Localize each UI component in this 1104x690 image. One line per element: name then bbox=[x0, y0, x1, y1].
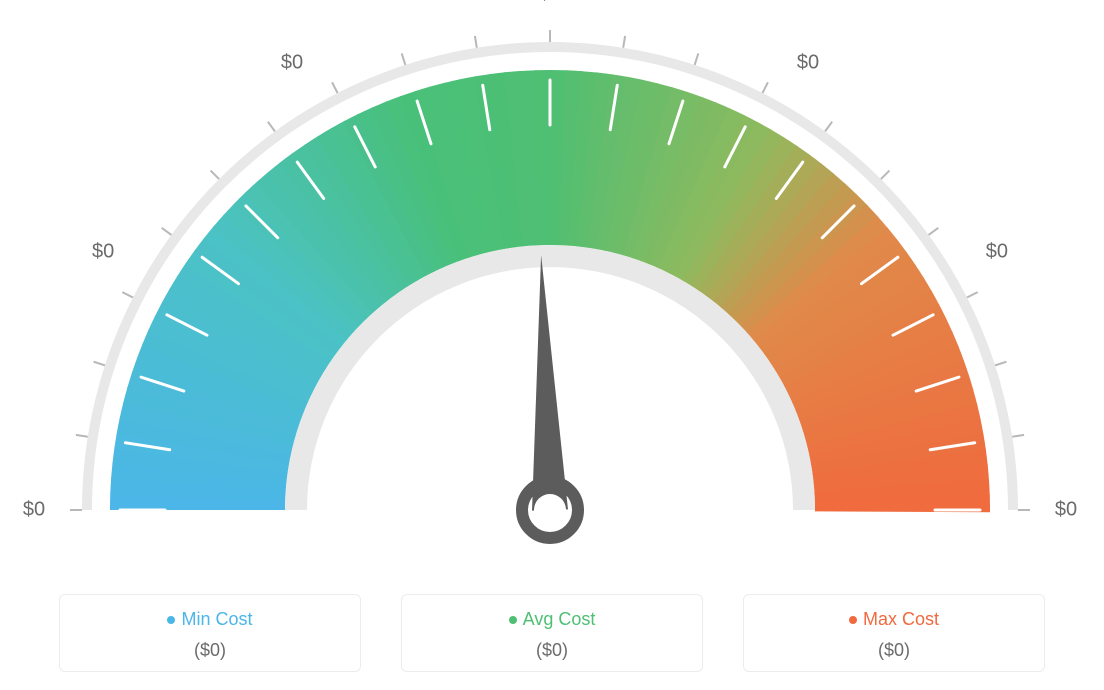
legend-title-max: Max Cost bbox=[744, 609, 1044, 630]
gauge-tick-label: $0 bbox=[539, 0, 561, 6]
gauge-tick-label: $0 bbox=[797, 52, 819, 75]
legend-value-avg: ($0) bbox=[402, 640, 702, 661]
legend-card-min: Min Cost ($0) bbox=[59, 594, 361, 672]
legend-value-min: ($0) bbox=[60, 640, 360, 661]
legend-label-avg: Avg Cost bbox=[523, 609, 596, 629]
legend-card-max: Max Cost ($0) bbox=[743, 594, 1045, 672]
gauge-svg bbox=[0, 0, 1104, 560]
legend-value-max: ($0) bbox=[744, 640, 1044, 661]
gauge-tick-label: $0 bbox=[92, 241, 114, 264]
legend-row: Min Cost ($0) Avg Cost ($0) Max Cost ($0… bbox=[0, 594, 1104, 672]
legend-title-avg: Avg Cost bbox=[402, 609, 702, 630]
legend-dot-max bbox=[849, 616, 857, 624]
legend-label-min: Min Cost bbox=[181, 609, 252, 629]
legend-dot-avg bbox=[509, 616, 517, 624]
gauge-tick-label: $0 bbox=[1055, 499, 1077, 522]
legend-title-min: Min Cost bbox=[60, 609, 360, 630]
cost-gauge-chart: $0 $0 $0 $0 $0 $0 $0 Min Cost ($0) Avg Cost ($… bbox=[0, 0, 1104, 690]
legend-label-max: Max Cost bbox=[863, 609, 939, 629]
gauge-tick-label: $0 bbox=[281, 52, 303, 75]
gauge-tick-label: $0 bbox=[986, 241, 1008, 264]
legend-card-avg: Avg Cost ($0) bbox=[401, 594, 703, 672]
gauge-tick-label: $0 bbox=[23, 499, 45, 522]
legend-dot-min bbox=[167, 616, 175, 624]
gauge-area: $0 $0 $0 $0 $0 $0 $0 bbox=[0, 0, 1104, 550]
